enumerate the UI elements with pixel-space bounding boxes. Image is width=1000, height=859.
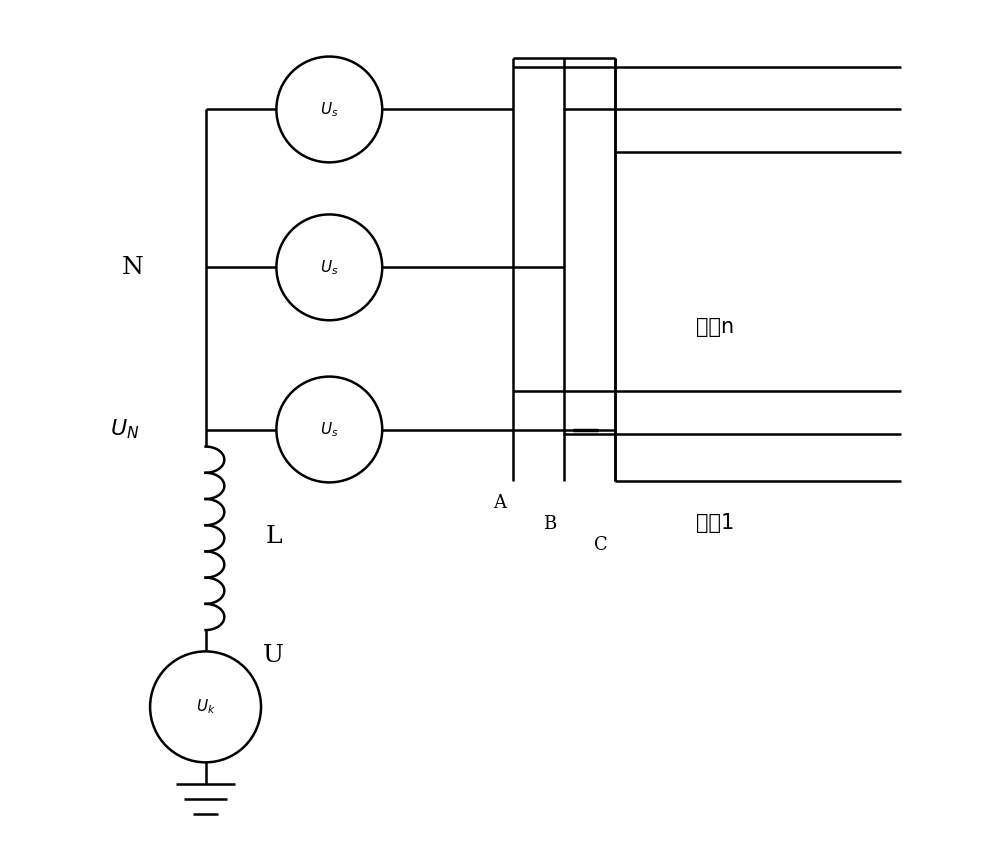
Text: $U_s$: $U_s$: [320, 258, 339, 277]
Text: 线路1: 线路1: [696, 514, 735, 533]
Text: $U_N$: $U_N$: [110, 417, 139, 442]
Text: U: U: [263, 644, 284, 667]
Text: 线路n: 线路n: [696, 317, 734, 337]
Text: $U_s$: $U_s$: [320, 420, 339, 439]
Text: C: C: [594, 536, 608, 554]
Text: $U_s$: $U_s$: [320, 101, 339, 119]
Text: L: L: [266, 525, 282, 548]
Text: $U_k$: $U_k$: [196, 698, 215, 716]
Text: A: A: [493, 494, 506, 511]
Text: B: B: [543, 515, 556, 533]
Text: N: N: [122, 256, 144, 279]
